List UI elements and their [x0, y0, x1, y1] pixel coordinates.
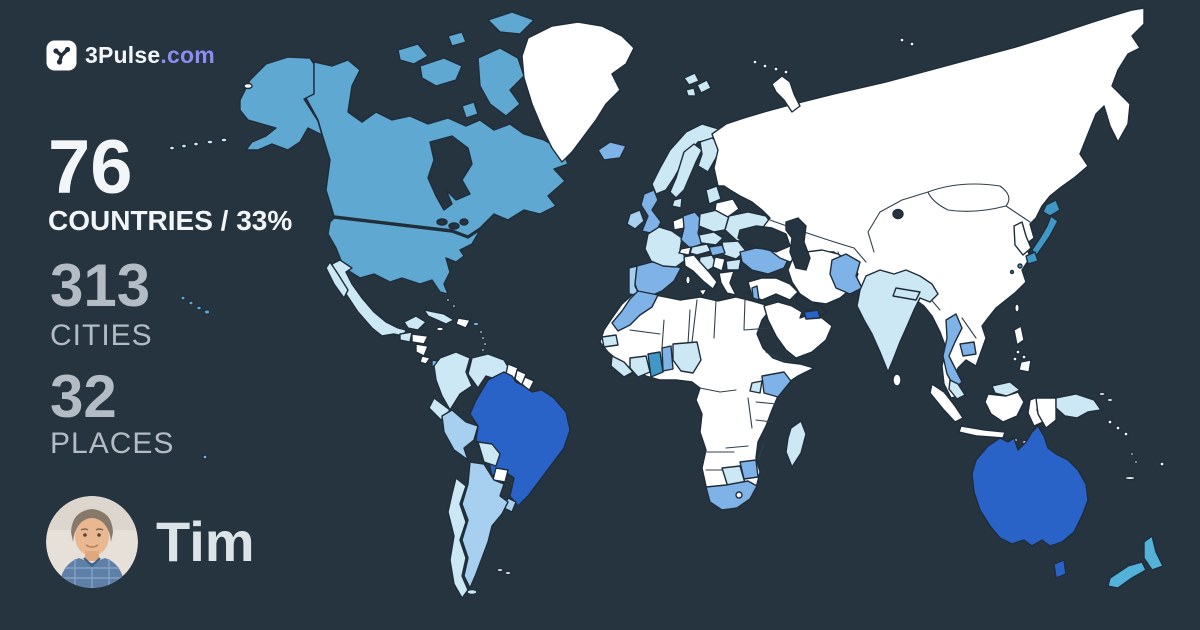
- islands-svalbard: [683, 72, 712, 97]
- country-paraguay: [492, 467, 509, 483]
- island-jamaica: [435, 326, 445, 332]
- country-sweden: [669, 143, 703, 199]
- country-greece: [718, 270, 737, 296]
- country-papua-new-guinea: [1055, 393, 1102, 419]
- yucatan: [403, 315, 427, 331]
- country-switzerland: [678, 246, 692, 256]
- islands-canadian-arctic: [397, 11, 535, 119]
- map-seas: [737, 208, 904, 317]
- map-region-north-america: [168, 11, 635, 369]
- country-colombia: [433, 351, 473, 411]
- country-cambodia: [959, 341, 977, 357]
- country-morocco: [611, 290, 659, 332]
- africa-internal-borders: [629, 298, 787, 471]
- country-hungary: [708, 244, 726, 257]
- country-india: [856, 269, 939, 373]
- country-argentina: [461, 461, 509, 589]
- country-czechia-slovakia: [698, 231, 724, 246]
- country-south-africa: [705, 480, 758, 511]
- map-arctic-islands: [752, 37, 915, 113]
- country-bolivia: [477, 441, 501, 467]
- islands-hawaii: [180, 295, 211, 315]
- country-sierra-leone-liberia: [610, 355, 634, 378]
- country-guatemala: [399, 331, 413, 343]
- tierra-del-fuego: [466, 588, 478, 596]
- country-alaska: [239, 56, 323, 151]
- country-madagascar: [785, 420, 807, 468]
- map-region-south-america: [202, 351, 571, 599]
- persian-gulf: [795, 293, 829, 317]
- baja-california: [325, 261, 349, 299]
- caspian-sea: [785, 217, 811, 271]
- country-nicaragua: [415, 343, 429, 357]
- great-lakes: [436, 218, 469, 230]
- island-sicily: [698, 288, 708, 297]
- country-lesotho: [735, 491, 743, 499]
- country-ghana: [647, 351, 664, 378]
- country-germany: [680, 211, 703, 249]
- island-taiwan: [1014, 303, 1020, 313]
- country-senegal: [601, 334, 619, 348]
- country-nigeria: [672, 341, 702, 374]
- country-japan: [1009, 199, 1061, 275]
- island-sardinia: [685, 275, 691, 285]
- country-philippines: [1012, 325, 1032, 373]
- country-greenland: [521, 21, 635, 163]
- country-iceland: [597, 141, 627, 161]
- country-australia: [971, 425, 1089, 547]
- country-south-korea: [1013, 221, 1032, 256]
- country-denmark: [671, 197, 683, 209]
- island-hispaniola: [455, 317, 471, 329]
- map-region-oceania: [971, 391, 1165, 589]
- country-israel: [751, 285, 760, 301]
- islands-falkland: [496, 567, 512, 576]
- country-peru: [441, 409, 479, 461]
- islands-melanesia: [1098, 391, 1165, 481]
- country-austria: [689, 243, 712, 256]
- island-tasmania: [1053, 559, 1067, 579]
- aral-sea: [892, 208, 904, 220]
- country-ireland: [626, 209, 645, 230]
- country-ivory-coast: [629, 355, 651, 378]
- countries-baltic: [705, 185, 722, 205]
- country-italy: [683, 254, 718, 290]
- island-novaya-zemlya: [771, 75, 801, 113]
- map-region-africa: [599, 290, 815, 511]
- west-papua: [1035, 397, 1057, 429]
- island-polynesia: [202, 454, 208, 460]
- country-uae: [803, 309, 821, 320]
- country-kenya: [761, 371, 792, 398]
- country-uganda: [749, 380, 763, 394]
- country-serbia: [712, 256, 726, 272]
- country-belarus: [714, 198, 740, 218]
- country-costa-rica: [419, 355, 431, 365]
- country-bulgaria: [725, 258, 742, 271]
- country-honduras: [411, 333, 429, 345]
- black-sea: [737, 225, 791, 253]
- country-thailand: [942, 313, 963, 389]
- island-st-lawrence: [243, 82, 253, 90]
- island-sri-lanka: [892, 373, 902, 387]
- country-new-zealand: [1107, 535, 1164, 589]
- hudson-bay: [427, 135, 473, 211]
- map-late-overlays: [751, 285, 821, 320]
- country-france: [644, 226, 688, 268]
- islands-aleutian: [168, 137, 228, 151]
- country-cuba: [423, 309, 455, 325]
- country-benin-togo: [661, 345, 674, 372]
- island-puerto-rico: [472, 321, 480, 327]
- country-nepal: [892, 287, 921, 301]
- country-malaysia: [948, 379, 966, 400]
